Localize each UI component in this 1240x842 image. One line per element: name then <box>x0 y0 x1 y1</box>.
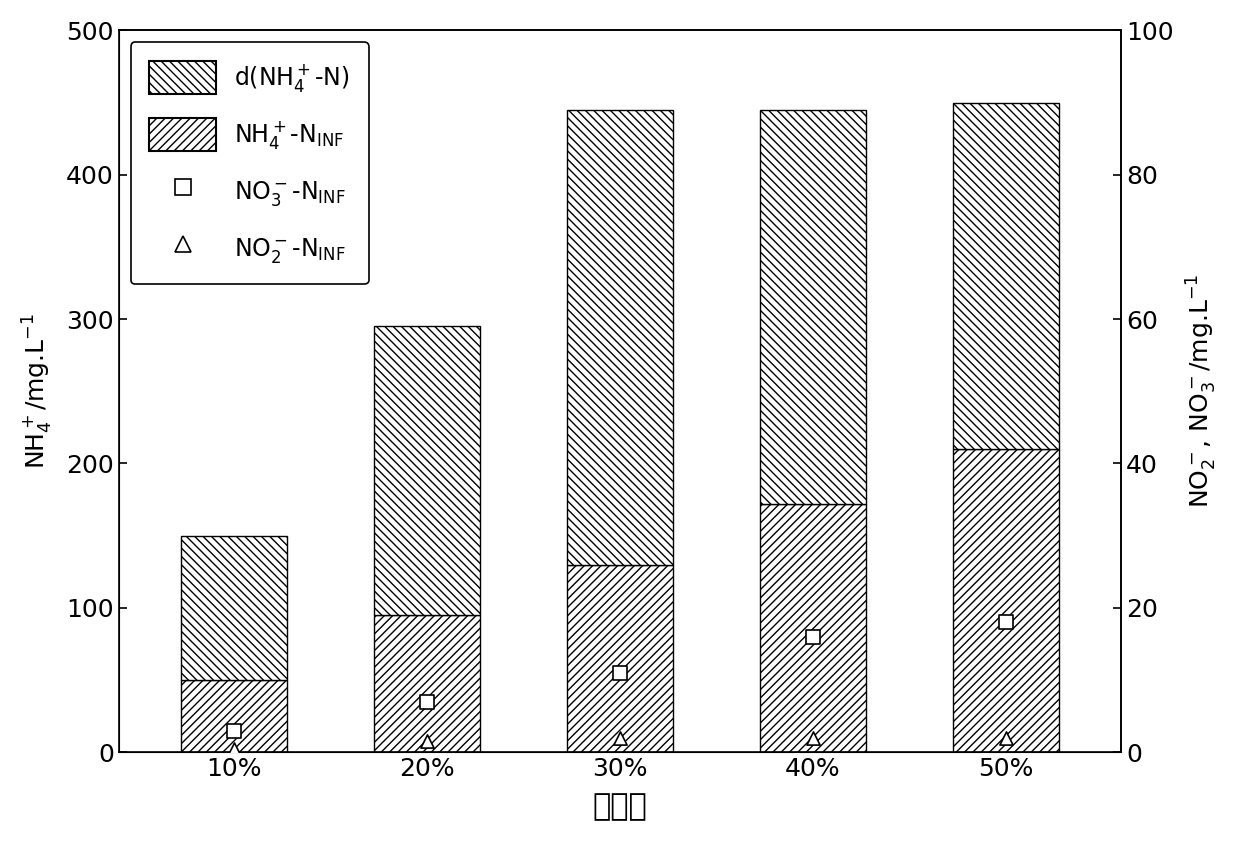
Bar <box>952 103 1059 449</box>
Point <box>418 695 438 708</box>
Bar <box>374 327 480 615</box>
Bar <box>567 109 673 564</box>
Point <box>996 616 1016 629</box>
Bar <box>760 109 866 504</box>
Point <box>804 630 823 643</box>
Point <box>610 731 630 744</box>
Bar <box>567 564 673 752</box>
Point <box>418 734 438 748</box>
Bar <box>374 615 480 752</box>
Y-axis label: NH$_4^+$/mg.L$^{-1}$: NH$_4^+$/mg.L$^{-1}$ <box>21 313 55 469</box>
Bar <box>952 449 1059 752</box>
X-axis label: 接种率: 接种率 <box>593 792 647 821</box>
Point <box>224 724 244 738</box>
Point <box>224 742 244 755</box>
Bar <box>181 536 288 680</box>
Point <box>996 731 1016 744</box>
Legend: d(NH$_4^+$-N), NH$_4^+$-N$_{\mathrm{INF}}$, NO$_3^-$-N$_{\mathrm{INF}}$, NO$_2^-: d(NH$_4^+$-N), NH$_4^+$-N$_{\mathrm{INF}… <box>130 42 368 285</box>
Point <box>804 731 823 744</box>
Bar <box>181 680 288 752</box>
Bar <box>760 504 866 752</box>
Point <box>610 666 630 679</box>
Y-axis label: NO$_2^-$, NO$_3^-$/mg.L$^{-1}$: NO$_2^-$, NO$_3^-$/mg.L$^{-1}$ <box>1185 274 1219 509</box>
